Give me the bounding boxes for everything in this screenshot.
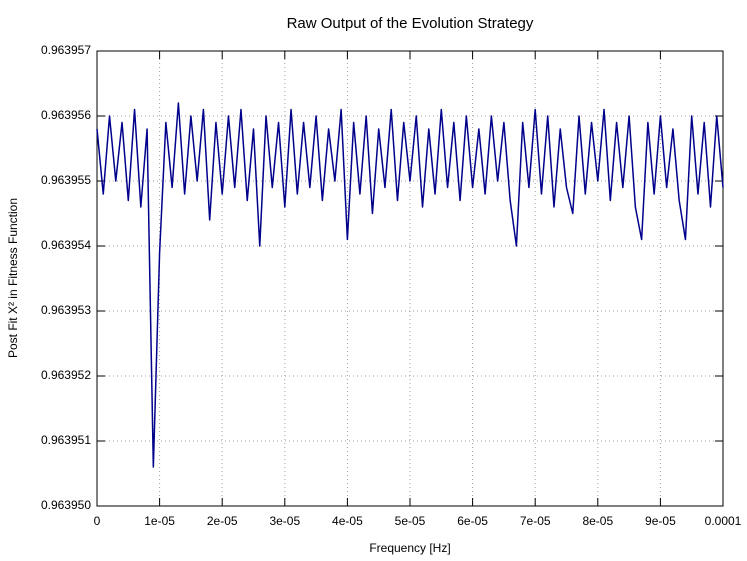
- y-tick-label: 0.963950: [41, 498, 91, 512]
- x-tick-label: 0.0001: [705, 514, 742, 528]
- y-tick-label: 0.963956: [41, 108, 91, 122]
- y-tick-label: 0.963957: [41, 43, 91, 57]
- x-tick-label: 9e-05: [645, 514, 676, 528]
- y-tick-label: 0.963955: [41, 173, 91, 187]
- y-tick-label: 0.963951: [41, 433, 91, 447]
- x-tick-label: 8e-05: [582, 514, 613, 528]
- chart-title: Raw Output of the Evolution Strategy: [287, 15, 534, 32]
- x-tick-label: 3e-05: [269, 514, 300, 528]
- y-tick-label: 0.963952: [41, 368, 91, 382]
- x-tick-label: 7e-05: [520, 514, 551, 528]
- x-tick-label: 0: [94, 514, 101, 528]
- x-tick-label: 1e-05: [144, 514, 175, 528]
- x-tick-label: 4e-05: [332, 514, 363, 528]
- y-tick-label: 0.963953: [41, 303, 91, 317]
- x-tick-label: 2e-05: [207, 514, 238, 528]
- plot-border: [96, 50, 724, 507]
- x-tick-label: 6e-05: [457, 514, 488, 528]
- x-axis-label: Frequency [Hz]: [369, 541, 450, 555]
- data-line: [96, 102, 724, 468]
- y-tick-label: 0.963954: [41, 238, 91, 252]
- y-axis-label: Post Fit X² in Fitness Function: [6, 198, 20, 358]
- x-tick-label: 5e-05: [395, 514, 426, 528]
